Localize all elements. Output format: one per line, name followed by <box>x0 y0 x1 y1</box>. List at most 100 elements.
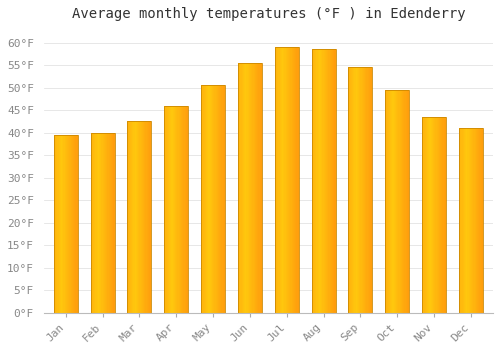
Bar <box>66 135 67 313</box>
Bar <box>295 47 296 313</box>
Bar <box>283 47 284 313</box>
Bar <box>470 128 471 313</box>
Bar <box>62 135 64 313</box>
Bar <box>137 121 138 313</box>
Bar <box>366 67 368 313</box>
Bar <box>260 63 262 313</box>
Bar <box>72 135 73 313</box>
Bar <box>164 106 166 313</box>
Bar <box>219 85 220 313</box>
Bar <box>206 85 207 313</box>
Bar <box>148 121 149 313</box>
Bar <box>142 121 143 313</box>
Bar <box>400 90 401 313</box>
Bar <box>364 67 365 313</box>
Bar <box>360 67 362 313</box>
Bar <box>312 49 313 313</box>
Bar <box>245 63 246 313</box>
Bar <box>462 128 464 313</box>
Bar <box>320 49 321 313</box>
Bar <box>106 133 108 313</box>
Bar <box>282 47 283 313</box>
Bar <box>58 135 60 313</box>
Bar <box>187 106 188 313</box>
Bar <box>181 106 182 313</box>
Bar <box>240 63 242 313</box>
Bar <box>201 85 225 313</box>
Bar <box>220 85 222 313</box>
Bar <box>396 90 398 313</box>
Bar <box>144 121 146 313</box>
Bar <box>207 85 208 313</box>
Bar <box>406 90 407 313</box>
Bar <box>278 47 280 313</box>
Bar <box>354 67 356 313</box>
Bar <box>327 49 328 313</box>
Bar <box>68 135 70 313</box>
Bar <box>104 133 105 313</box>
Bar <box>292 47 293 313</box>
Bar <box>180 106 181 313</box>
Bar <box>222 85 224 313</box>
Bar <box>348 67 350 313</box>
Bar <box>186 106 187 313</box>
Bar <box>394 90 395 313</box>
Bar <box>407 90 408 313</box>
Bar <box>439 117 440 313</box>
Bar <box>466 128 468 313</box>
Bar <box>434 117 436 313</box>
Bar <box>140 121 142 313</box>
Bar <box>224 85 225 313</box>
Bar <box>365 67 366 313</box>
Bar <box>252 63 254 313</box>
Bar <box>465 128 466 313</box>
Bar <box>358 67 360 313</box>
Bar <box>388 90 389 313</box>
Bar <box>275 47 299 313</box>
Bar <box>170 106 172 313</box>
Bar <box>134 121 136 313</box>
Bar <box>73 135 74 313</box>
Bar <box>427 117 428 313</box>
Bar <box>164 106 188 313</box>
Bar <box>216 85 218 313</box>
Bar <box>445 117 446 313</box>
Bar <box>184 106 186 313</box>
Bar <box>150 121 152 313</box>
Bar <box>110 133 111 313</box>
Bar <box>459 128 483 313</box>
Bar <box>54 135 55 313</box>
Bar <box>392 90 394 313</box>
Bar <box>298 47 299 313</box>
Bar <box>331 49 332 313</box>
Bar <box>326 49 327 313</box>
Bar <box>398 90 400 313</box>
Bar <box>294 47 295 313</box>
Bar <box>288 47 289 313</box>
Bar <box>324 49 325 313</box>
Bar <box>325 49 326 313</box>
Bar <box>368 67 369 313</box>
Bar <box>169 106 170 313</box>
Bar <box>430 117 432 313</box>
Bar <box>334 49 336 313</box>
Bar <box>319 49 320 313</box>
Bar <box>436 117 438 313</box>
Bar <box>70 135 72 313</box>
Bar <box>96 133 98 313</box>
Bar <box>64 135 66 313</box>
Bar <box>182 106 184 313</box>
Bar <box>352 67 354 313</box>
Bar <box>432 117 433 313</box>
Bar <box>362 67 363 313</box>
Bar <box>76 135 78 313</box>
Bar <box>440 117 442 313</box>
Bar <box>332 49 333 313</box>
Bar <box>246 63 248 313</box>
Bar <box>287 47 288 313</box>
Bar <box>390 90 392 313</box>
Bar <box>293 47 294 313</box>
Title: Average monthly temperatures (°F ) in Edenderry: Average monthly temperatures (°F ) in Ed… <box>72 7 465 21</box>
Bar <box>250 63 251 313</box>
Bar <box>130 121 131 313</box>
